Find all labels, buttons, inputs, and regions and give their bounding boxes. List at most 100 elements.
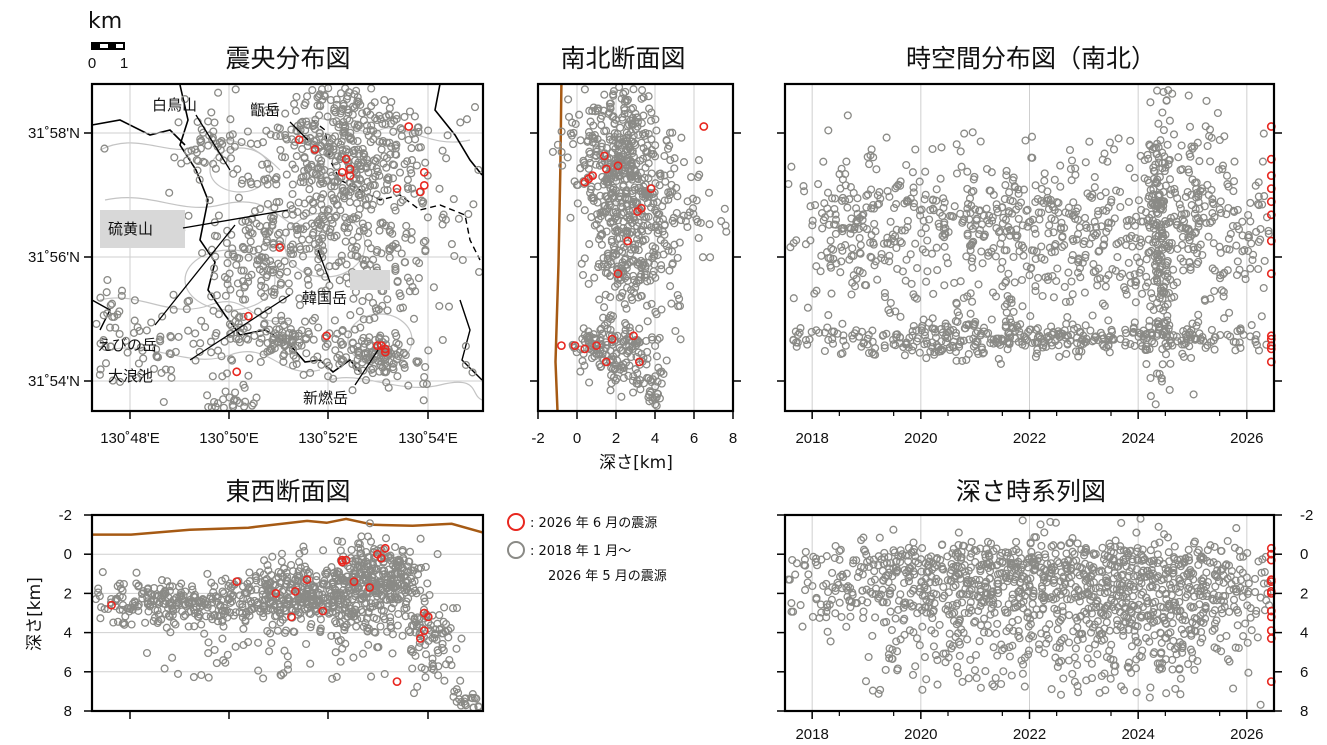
st-past-point [1116, 202, 1125, 212]
st-x-tick-label: 2018 [795, 430, 828, 447]
map-past-point [336, 89, 345, 98]
scale-bar-seg [92, 43, 100, 49]
map-past-point [350, 325, 360, 334]
map-past-point [171, 347, 180, 356]
st-past-point [937, 143, 946, 152]
st-past-point [1126, 136, 1135, 145]
st-past-point [1088, 311, 1097, 320]
map-past-point [102, 288, 111, 297]
ew-past-point [277, 557, 286, 566]
ns-past-point [571, 119, 580, 129]
map-past-point [283, 267, 292, 276]
map-past-point [152, 352, 161, 361]
map-past-point [380, 152, 389, 161]
map-past-point [239, 266, 248, 275]
map-past-point [96, 365, 105, 374]
map-past-point [276, 278, 286, 287]
map-past-point [414, 127, 423, 136]
city-border [91, 299, 111, 331]
map-past-point [211, 164, 220, 173]
ns-past-point [635, 276, 645, 285]
map-past-point [349, 294, 358, 303]
map-past-point [333, 152, 343, 161]
st-past-point [1064, 268, 1073, 277]
st-past-point [1146, 392, 1155, 401]
map-recent-point [380, 344, 390, 354]
ew-past-point [364, 640, 373, 649]
st-past-point [1165, 175, 1175, 184]
st-past-point [1045, 221, 1054, 230]
map-past-point [378, 119, 387, 128]
map-past-point [349, 213, 358, 222]
map-past-point [329, 145, 338, 154]
map-past-point [191, 145, 200, 154]
st-past-point [1010, 278, 1019, 287]
map-past-point [359, 366, 368, 375]
map-past-point [226, 329, 235, 338]
ns-past-point [580, 206, 589, 215]
ns-x-tick-label: 0 [573, 430, 581, 447]
map-past-point [442, 154, 451, 163]
map-past-point [271, 316, 280, 325]
map-past-point [323, 149, 332, 158]
map-past-point [406, 165, 415, 174]
map-past-point [315, 111, 324, 120]
map-past-point [398, 195, 407, 205]
place-hakuchou: 白鳥山 [152, 96, 197, 114]
st-past-point [1215, 135, 1224, 145]
map-past-point [325, 138, 334, 148]
st-past-point [1246, 217, 1255, 226]
st-past-point [1220, 314, 1229, 323]
map-past-point [257, 334, 266, 343]
space-time-title: 時空間分布図（南北） [906, 44, 1156, 73]
ew-past-point [204, 649, 213, 658]
map-past-point [407, 144, 416, 153]
st-past-point [1204, 232, 1213, 241]
map-past-point [418, 199, 427, 208]
map-past-point [337, 106, 346, 116]
map-past-point [345, 215, 354, 224]
map-past-point [335, 276, 344, 285]
map-past-point [407, 156, 417, 165]
ew-past-point [283, 652, 292, 661]
st-past-point [1142, 360, 1151, 369]
map-past-point [169, 290, 178, 299]
ns-past-point [619, 223, 628, 233]
ns-past-point [639, 221, 648, 230]
map-past-point [239, 312, 248, 321]
map-past-point [137, 370, 146, 379]
st-past-point [1113, 253, 1122, 262]
ns-past-point [585, 106, 594, 115]
ew-past-point [440, 603, 449, 612]
ew-past-point [391, 542, 400, 552]
st-past-point [928, 314, 937, 323]
st-past-point [862, 203, 871, 212]
map-past-point [316, 159, 325, 168]
ns-past-point [624, 206, 634, 215]
map-past-point [246, 139, 255, 148]
st-past-point [1216, 197, 1225, 206]
st-past-point [921, 190, 930, 199]
ew-past-point [160, 664, 169, 673]
map-past-point [354, 190, 363, 199]
st-past-point [814, 180, 823, 189]
map-past-point [387, 97, 396, 106]
map-past-point [302, 349, 311, 358]
map-past-point [316, 268, 325, 277]
map-past-point [244, 273, 253, 282]
ew-past-point [336, 546, 345, 555]
ew-past-point [218, 634, 227, 643]
map-past-point [324, 361, 333, 370]
place-iwo: 硫黄山 [108, 220, 153, 238]
st-past-point [998, 257, 1007, 266]
map-past-point [302, 172, 311, 181]
map-past-point [262, 106, 271, 115]
map-past-point [303, 142, 312, 151]
map-past-point [470, 103, 480, 112]
st-past-point [1195, 157, 1204, 166]
map-past-point [226, 115, 235, 124]
st-past-point [1038, 291, 1047, 301]
st-past-point [1067, 156, 1077, 165]
ns-past-point [585, 240, 594, 249]
st-past-point [847, 290, 856, 299]
